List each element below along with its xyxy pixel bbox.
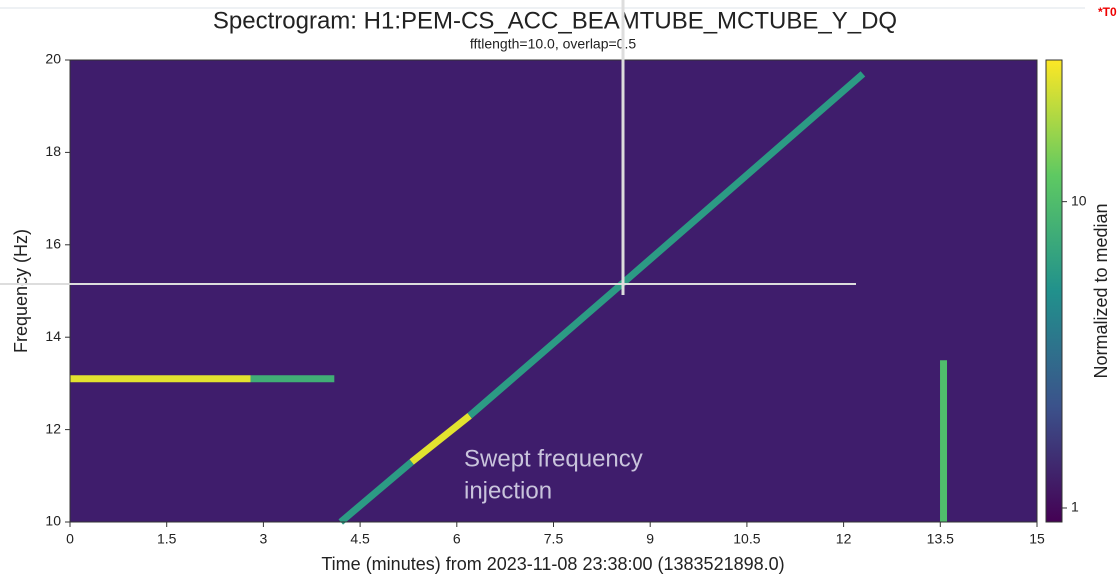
- x-tick-label: 6: [453, 531, 461, 547]
- colorbar-tick-label: 1: [1071, 499, 1079, 515]
- annotation: injection: [464, 477, 552, 504]
- x-tick-label: 4.5: [350, 531, 370, 547]
- annotation: Swept frequency: [464, 445, 643, 472]
- spectral-track: [409, 413, 472, 465]
- chart-subtitle: fftlength=10.0, overlap=0.5: [470, 36, 637, 52]
- chart-title: Spectrogram: H1:PEM-CS_ACC_BEAMTUBE_MCTU…: [213, 7, 897, 34]
- colorbar-tick-label: 10: [1071, 192, 1087, 208]
- colorbar-label: Normalized to median: [1091, 203, 1111, 378]
- x-tick-label: 1.5: [157, 531, 177, 547]
- x-tick-label: 12: [836, 531, 852, 547]
- spectral-track: [338, 459, 414, 525]
- plot-background: [70, 60, 1037, 522]
- x-tick-label: 3: [260, 531, 268, 547]
- x-tick-label: 10.5: [733, 531, 760, 547]
- y-tick-label: 20: [45, 51, 61, 67]
- y-tick-label: 16: [45, 236, 61, 252]
- x-tick-label: 15: [1029, 531, 1045, 547]
- x-tick-label: 13.5: [927, 531, 954, 547]
- x-tick-label: 9: [646, 531, 654, 547]
- y-tick-label: 10: [45, 513, 61, 529]
- marker-label: *T0: [1098, 5, 1117, 19]
- y-tick-label: 14: [45, 328, 61, 344]
- y-tick-label: 18: [45, 143, 61, 159]
- y-tick-label: 12: [45, 420, 61, 436]
- colorbar: [1045, 59, 1063, 523]
- x-tick-label: 7.5: [544, 531, 564, 547]
- x-tick-label: 0: [66, 531, 74, 547]
- y-axis-label: Frequency (Hz): [11, 229, 31, 353]
- x-axis-label: Time (minutes) from 2023-11-08 23:38:00 …: [321, 554, 784, 574]
